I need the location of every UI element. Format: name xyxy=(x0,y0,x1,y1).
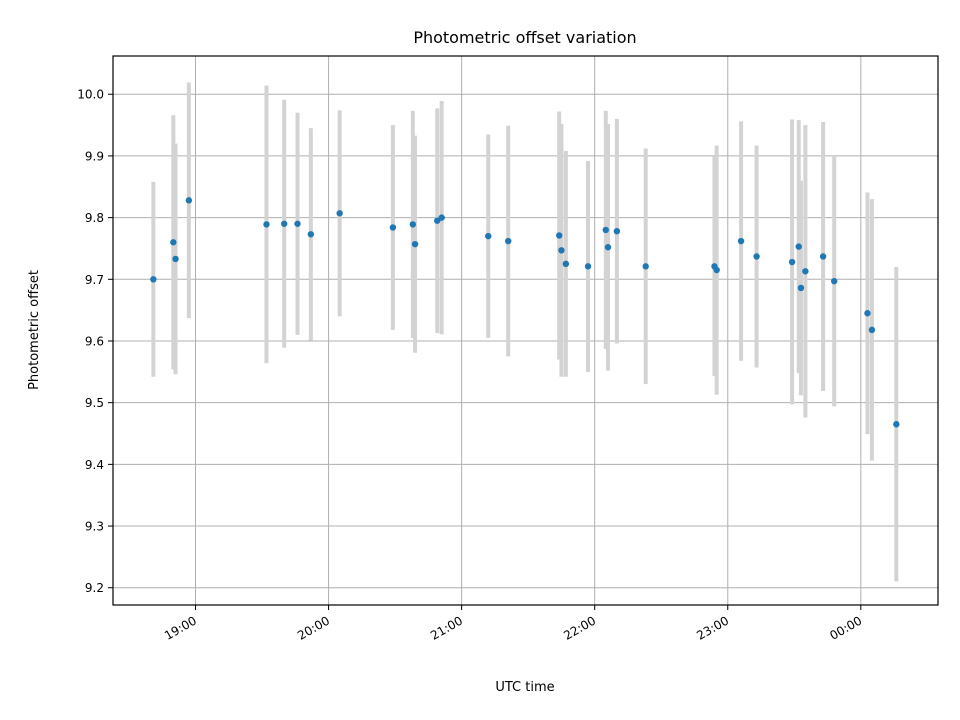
data-point xyxy=(753,253,760,260)
data-point xyxy=(281,220,288,227)
plot-frame xyxy=(112,55,939,606)
y-tick-label: 9.8 xyxy=(85,211,104,225)
y-tick-label: 9.6 xyxy=(85,334,104,348)
data-points xyxy=(150,197,900,428)
data-point xyxy=(737,237,745,245)
data-point xyxy=(389,224,397,231)
data-point xyxy=(409,221,417,228)
data-point xyxy=(172,255,179,263)
data-point xyxy=(819,253,827,260)
data-point xyxy=(795,243,802,250)
data-point xyxy=(558,247,565,254)
y-tick-label: 9.4 xyxy=(85,458,104,472)
data-point xyxy=(802,268,809,275)
data-point xyxy=(307,231,315,238)
y-tick-label: 9.3 xyxy=(85,520,104,534)
data-point xyxy=(868,326,876,334)
data-point xyxy=(336,210,343,217)
y-tick-label: 10.0 xyxy=(77,88,104,102)
data-point xyxy=(485,232,492,240)
data-point xyxy=(604,244,612,251)
data-point xyxy=(584,263,592,270)
data-point xyxy=(713,266,720,274)
data-point xyxy=(150,276,157,283)
data-point xyxy=(893,421,900,428)
data-point xyxy=(797,284,805,292)
y-tick-label: 9.7 xyxy=(85,273,104,287)
data-point xyxy=(613,227,621,235)
y-axis-label: Photometric offset xyxy=(27,270,42,390)
y-tick-label: 9.5 xyxy=(85,396,104,410)
y-tick-label: 9.2 xyxy=(85,581,104,595)
data-point xyxy=(556,232,563,239)
data-point xyxy=(864,310,871,317)
data-point xyxy=(263,221,270,228)
y-tick-label: 9.9 xyxy=(85,149,104,163)
data-point xyxy=(642,263,649,270)
data-point xyxy=(438,214,445,221)
data-point xyxy=(294,220,301,227)
data-point xyxy=(505,237,512,245)
data-point xyxy=(185,197,193,204)
data-point xyxy=(434,217,441,224)
x-axis-label: UTC time xyxy=(495,680,554,695)
data-point xyxy=(411,240,419,248)
data-point xyxy=(602,226,609,234)
data-point xyxy=(562,260,570,268)
chart-title: Photometric offset variation xyxy=(413,28,636,47)
data-point xyxy=(170,239,177,246)
data-point xyxy=(788,258,796,266)
data-point xyxy=(831,277,838,285)
